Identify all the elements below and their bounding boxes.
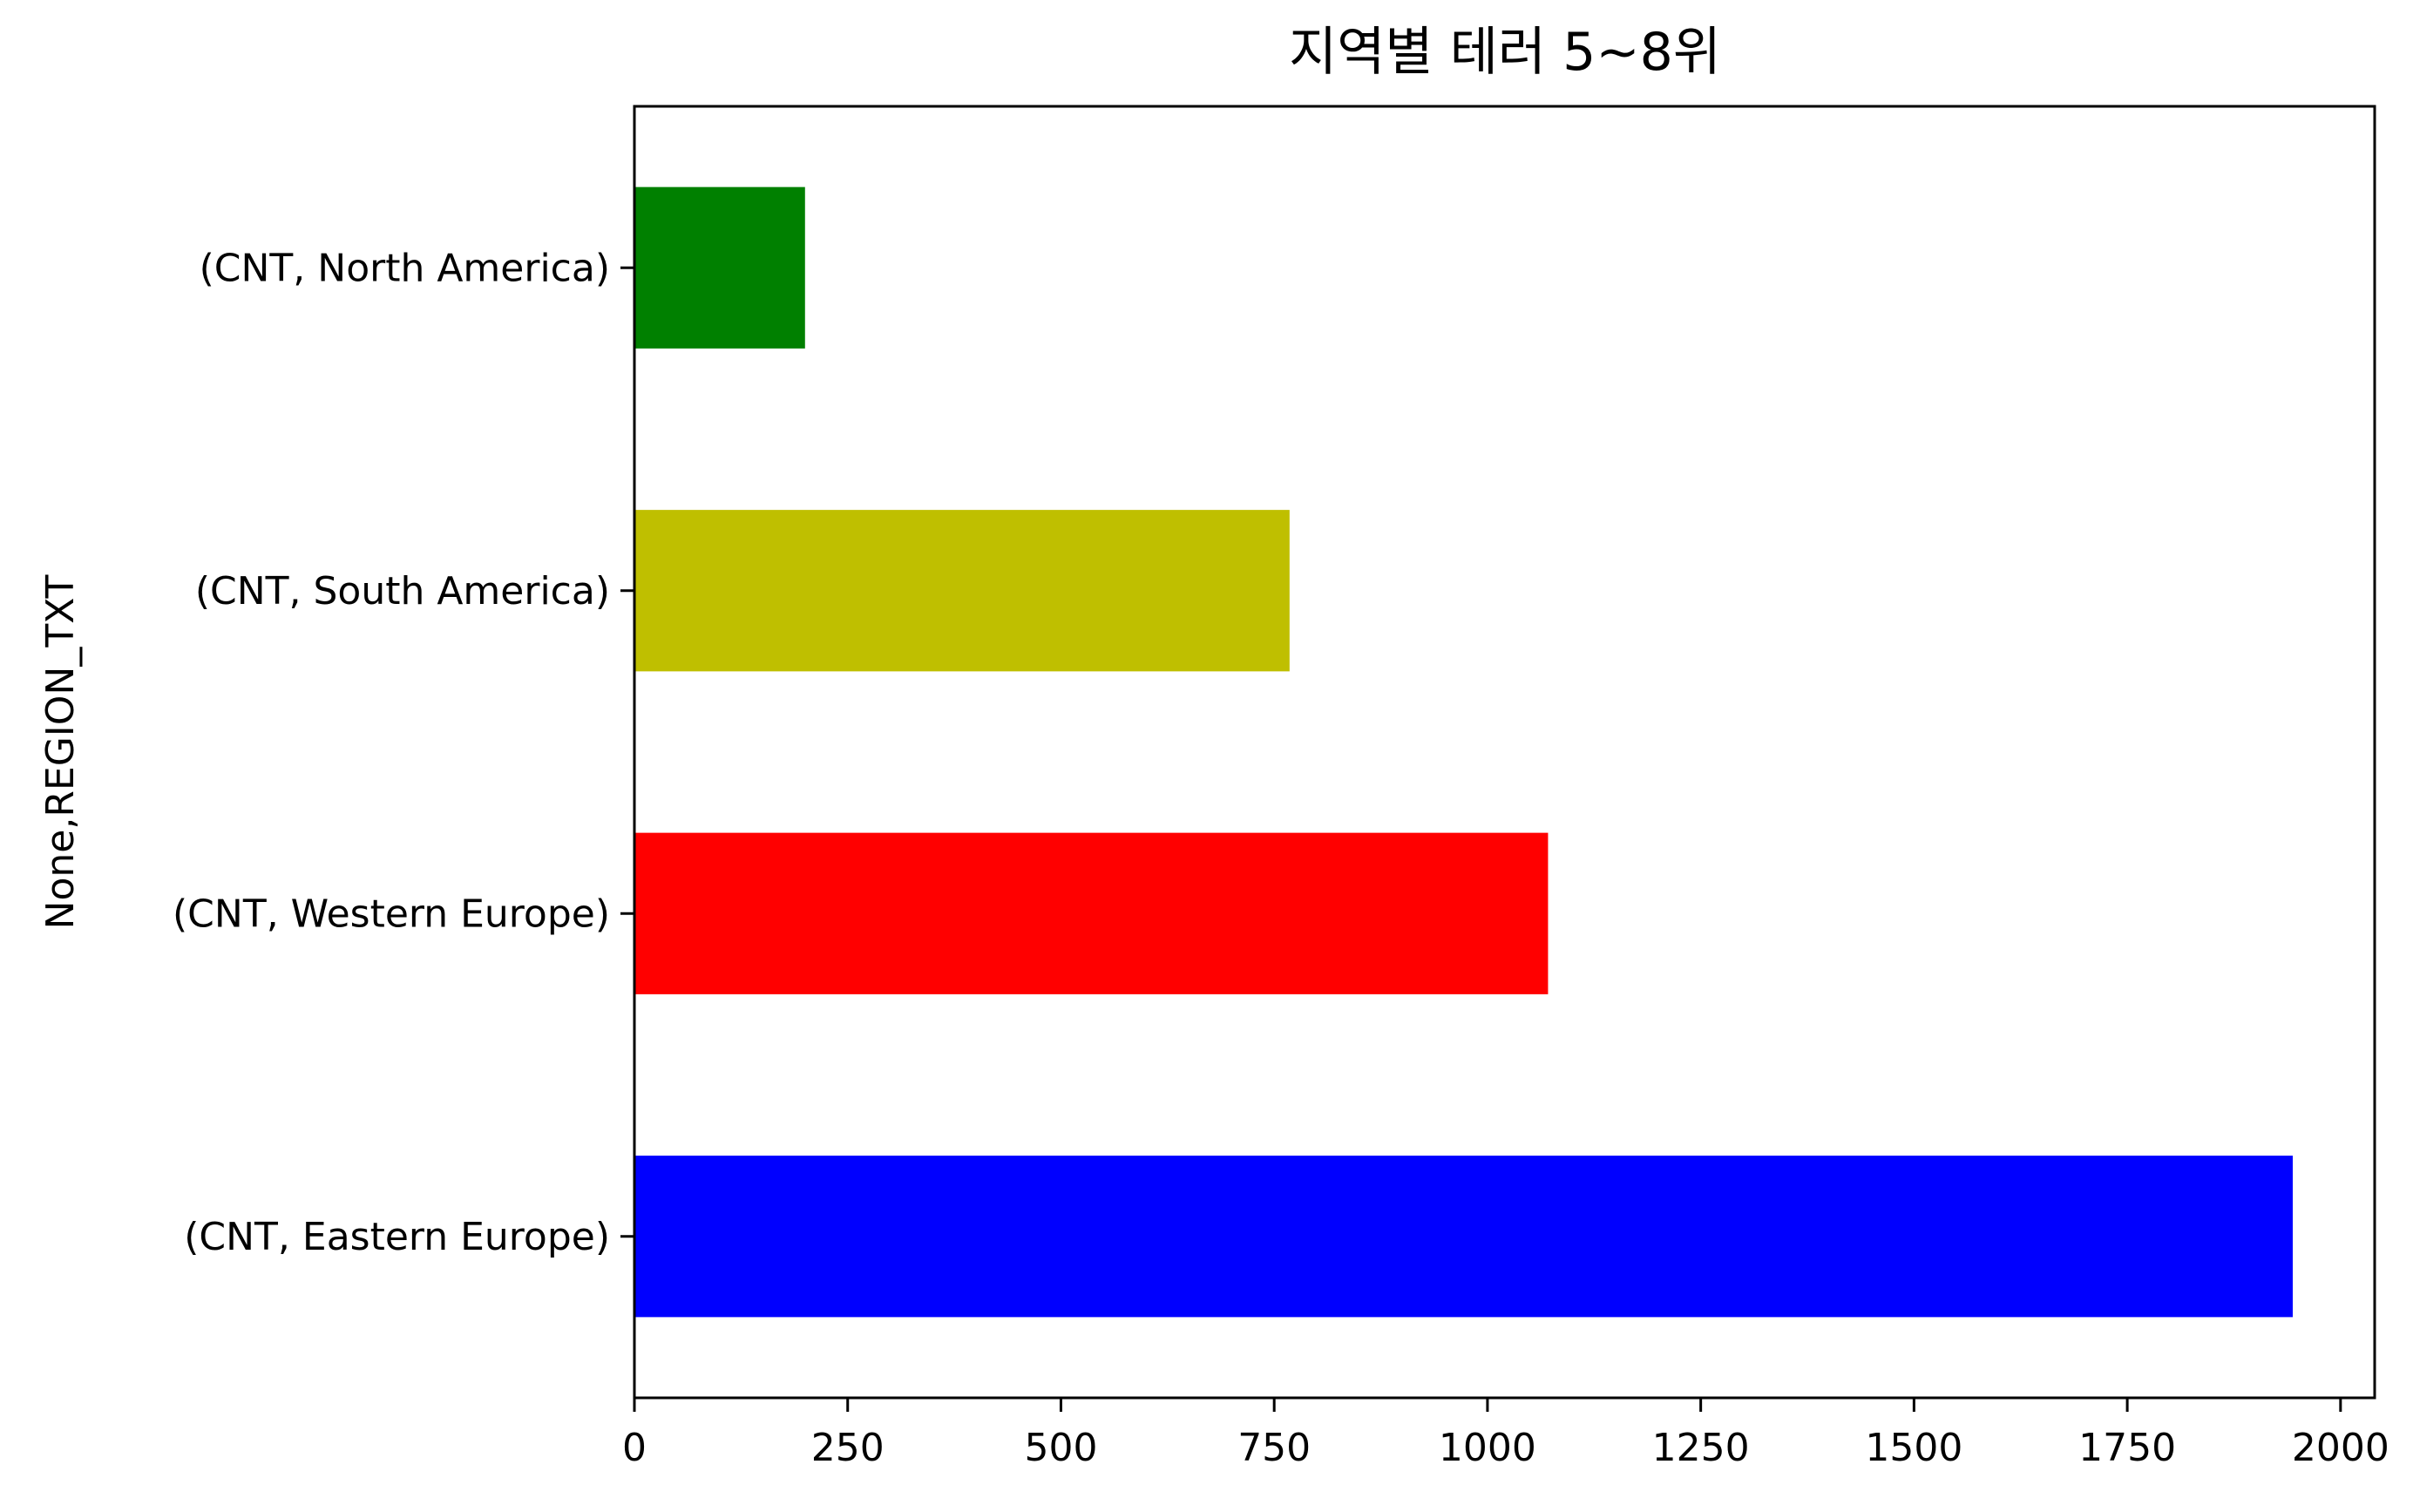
- x-tick-label: 1250: [1652, 1426, 1750, 1470]
- y-tick-label: (CNT, North America): [200, 246, 610, 290]
- x-tick-label: 750: [1237, 1426, 1311, 1470]
- x-tick-label: 1000: [1439, 1426, 1536, 1470]
- x-tick-label: 0: [622, 1426, 647, 1470]
- plot-frame: [633, 105, 2376, 1400]
- x-tick-label: 1750: [2078, 1426, 2176, 1470]
- y-tick-label: (CNT, Eastern Europe): [184, 1215, 610, 1259]
- x-tick-label: 250: [811, 1426, 885, 1470]
- bar: [634, 510, 1290, 672]
- x-tick-label: 2000: [2292, 1426, 2389, 1470]
- y-tick-label: (CNT, South America): [195, 569, 610, 614]
- bar: [634, 832, 1549, 994]
- y-axis: (CNT, North America) (CNT, South America)…: [173, 246, 634, 1259]
- x-tick-label: 1500: [1865, 1426, 1962, 1470]
- bar: [634, 1156, 2294, 1318]
- chart-title: 지역별 테러 5~8위: [1289, 22, 1721, 83]
- x-tick-label: 500: [1024, 1426, 1097, 1470]
- x-axis: 0 250 500 750 1000 1250 1500 1750 2000: [622, 1398, 2389, 1470]
- bar: [634, 186, 805, 349]
- y-axis-label: None,REGION_TXT: [38, 574, 83, 929]
- bars-group: [634, 186, 2294, 1318]
- y-tick-label: (CNT, Western Europe): [173, 892, 610, 936]
